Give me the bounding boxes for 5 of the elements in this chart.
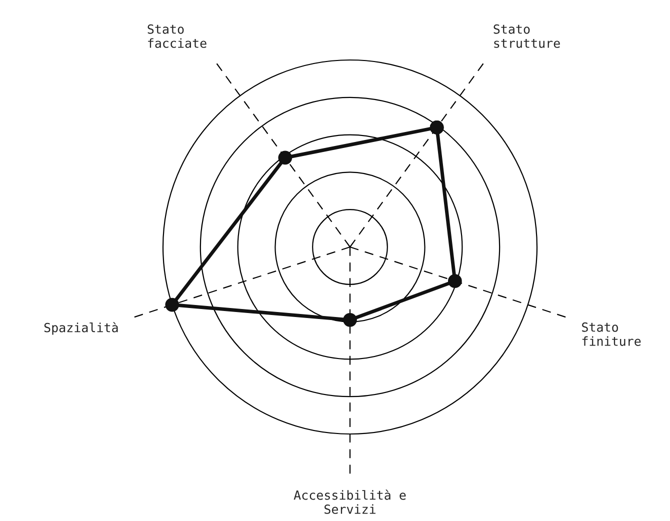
spoke-label: Accessibilità e Servizi <box>294 490 406 514</box>
spoke-label: Stato strutture <box>494 24 560 48</box>
spoke-label: Stato facciate <box>148 24 206 48</box>
spoke-label: Spazialità <box>44 322 118 335</box>
spoke-label: Stato finiture <box>582 322 641 346</box>
